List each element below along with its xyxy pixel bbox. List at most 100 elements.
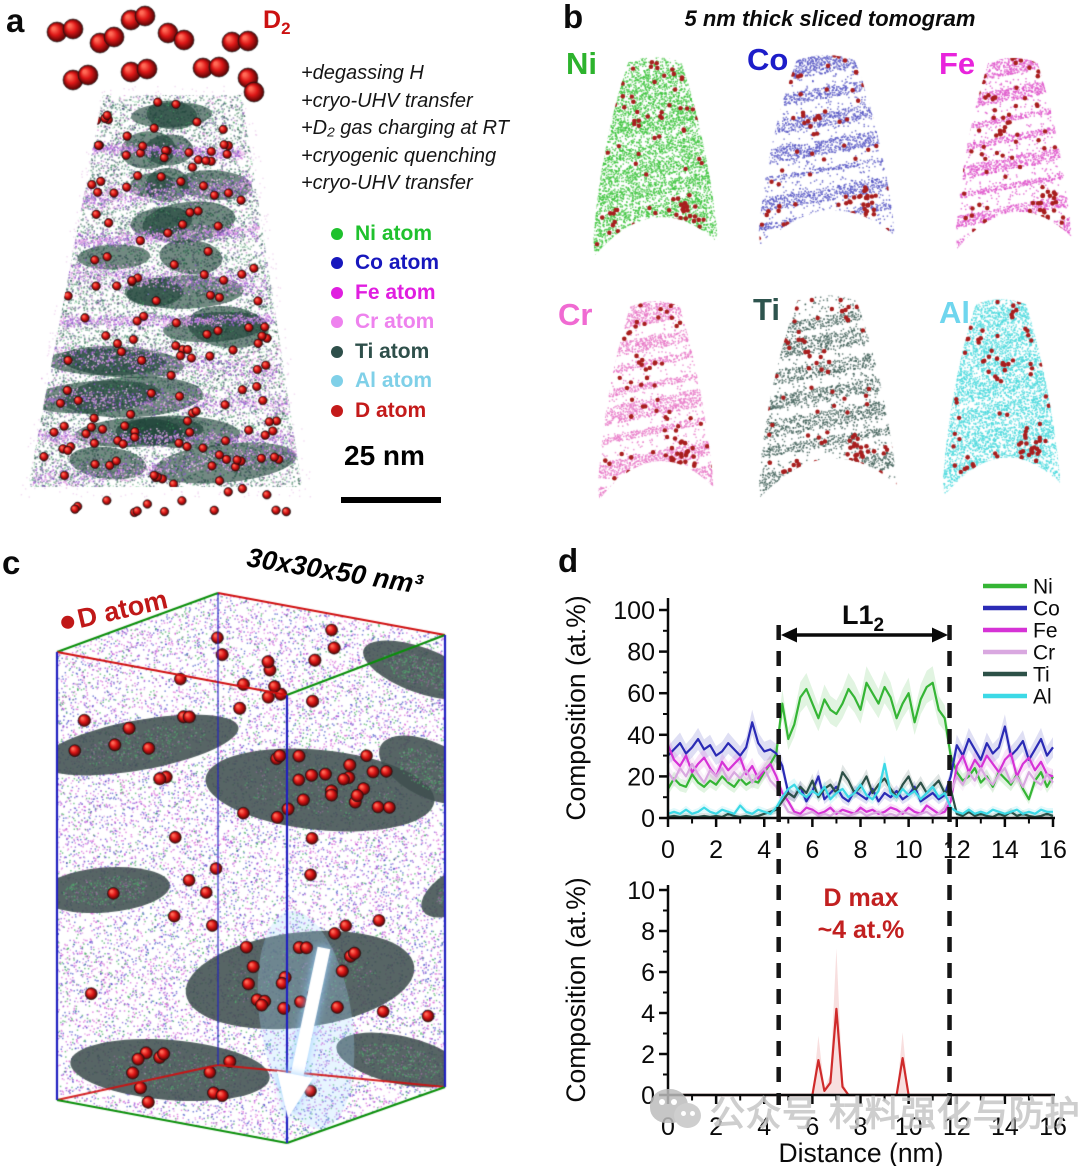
d2-gas-label: D2 bbox=[263, 6, 291, 39]
atom-legend-item: Al atom bbox=[331, 367, 439, 397]
3d-analysis-volume bbox=[0, 540, 555, 1166]
atom-legend-dot-icon bbox=[331, 375, 343, 388]
svg-text:0: 0 bbox=[661, 836, 675, 864]
atom-legend-dot-icon bbox=[331, 257, 343, 270]
tomogram-slice-ti bbox=[753, 290, 901, 506]
series-line-Fe bbox=[666, 744, 1054, 815]
svg-text:10: 10 bbox=[895, 1113, 923, 1141]
d2-gas-label-text: D bbox=[263, 6, 282, 34]
legend-label-Ti: Ti bbox=[1033, 664, 1050, 687]
d2-gas-label-sub: 2 bbox=[281, 19, 291, 38]
legend-label-Fe: Fe bbox=[1033, 620, 1058, 643]
d-max-annotation: ~4 at.% bbox=[818, 916, 905, 944]
bottom-chart-ylabel: Composition (at.%) bbox=[561, 877, 591, 1102]
atom-legend-label: Al atom bbox=[355, 369, 433, 393]
top-chart-ylabel: Composition (at.%) bbox=[561, 595, 591, 820]
svg-text:6: 6 bbox=[805, 836, 819, 864]
series-line-Co bbox=[667, 721, 1054, 803]
svg-text:0: 0 bbox=[661, 1113, 675, 1141]
series-line-Al bbox=[667, 762, 1053, 815]
scale-bar-line bbox=[341, 497, 441, 503]
panel-b-title: 5 nm thick sliced tomogram bbox=[684, 6, 976, 31]
map-label-cr: Cr bbox=[558, 297, 593, 332]
svg-text:4: 4 bbox=[757, 1113, 771, 1141]
series-band-Fe bbox=[668, 734, 1053, 818]
series-band-Co bbox=[668, 709, 1053, 807]
tomogram-slice-fe bbox=[951, 53, 1075, 257]
panel-a-label: a bbox=[6, 2, 25, 39]
legend-label-Co: Co bbox=[1033, 598, 1060, 621]
svg-text:16: 16 bbox=[1039, 836, 1067, 864]
svg-text:40: 40 bbox=[627, 722, 655, 750]
series-band-D bbox=[668, 948, 1053, 1095]
scale-bar-label: 25 nm bbox=[344, 440, 425, 471]
apt-needle-reconstruction bbox=[0, 0, 555, 540]
atom-legend-label: Cr atom bbox=[355, 310, 435, 334]
panel-b-label: b bbox=[563, 0, 584, 35]
map-label-al: Al bbox=[939, 295, 970, 330]
svg-text:12: 12 bbox=[943, 836, 971, 864]
process-step: +D₂ gas charging at RT bbox=[301, 117, 509, 139]
tomogram-slice-co bbox=[753, 50, 899, 256]
series-line-Cr bbox=[667, 762, 1054, 817]
svg-text:4: 4 bbox=[641, 1000, 655, 1028]
atom-legend: Ni atom Co atom Fe atom Cr atom Ti atom Al at… bbox=[331, 219, 439, 426]
map-label-ni: Ni bbox=[566, 46, 597, 81]
process-step: +cryo-UHV transfer bbox=[301, 89, 473, 112]
d-atom-dot-icon bbox=[59, 614, 76, 631]
map-label-ti: Ti bbox=[753, 292, 780, 327]
process-step: +cryo-UHV transfer bbox=[301, 172, 473, 194]
atom-legend-dot-icon bbox=[331, 227, 343, 240]
svg-text:2: 2 bbox=[709, 1113, 723, 1141]
atom-legend-label: Ni atom bbox=[355, 221, 433, 245]
map-label-fe: Fe bbox=[939, 46, 976, 81]
map-label-co: Co bbox=[747, 42, 789, 77]
atom-legend-dot-icon bbox=[331, 286, 343, 299]
svg-text:8: 8 bbox=[854, 1113, 868, 1141]
legend-label-Ni: Ni bbox=[1033, 576, 1053, 599]
svg-text:6: 6 bbox=[805, 1113, 819, 1141]
atom-legend-item: Co atom bbox=[331, 249, 439, 279]
bottom-chart-xlabel: Distance (nm) bbox=[779, 1138, 944, 1166]
svg-text:2: 2 bbox=[709, 836, 723, 864]
atom-legend-label: D atom bbox=[355, 398, 427, 422]
atom-legend-item: Ni atom bbox=[331, 219, 439, 249]
svg-text:6: 6 bbox=[641, 959, 655, 987]
tomogram-slice-al bbox=[938, 294, 1064, 504]
legend-label-Al: Al bbox=[1033, 686, 1052, 709]
svg-text:14: 14 bbox=[991, 1113, 1019, 1141]
tomogram-slice-ni bbox=[588, 52, 722, 264]
svg-text:8: 8 bbox=[854, 836, 868, 864]
atom-legend-label: Ti atom bbox=[355, 339, 430, 363]
svg-text:0: 0 bbox=[641, 1082, 655, 1110]
atom-legend-item: Fe atom bbox=[331, 278, 439, 308]
process-step: +degassing H bbox=[301, 62, 424, 84]
tomogram-slice-cr bbox=[593, 296, 717, 508]
atom-legend-item: D atom bbox=[331, 396, 439, 426]
atom-legend-dot-icon bbox=[331, 404, 343, 417]
svg-text:14: 14 bbox=[991, 836, 1019, 864]
atom-legend-label: Fe atom bbox=[355, 280, 436, 304]
process-step: +cryogenic quenching bbox=[301, 144, 497, 167]
svg-text:16: 16 bbox=[1039, 1113, 1067, 1141]
d-max-annotation: D max bbox=[823, 884, 898, 912]
panel-c-label: c bbox=[2, 544, 21, 581]
atom-legend-dot-icon bbox=[331, 316, 343, 329]
atom-legend-item: Ti atom bbox=[331, 337, 439, 367]
atom-legend-dot-icon bbox=[331, 345, 343, 358]
svg-text:0: 0 bbox=[641, 805, 655, 833]
svg-text:60: 60 bbox=[627, 680, 655, 708]
svg-text:10: 10 bbox=[627, 877, 655, 905]
svg-text:100: 100 bbox=[613, 597, 655, 625]
svg-text:4: 4 bbox=[757, 836, 771, 864]
l12-region-label: L12 bbox=[842, 600, 884, 636]
legend-label-Cr: Cr bbox=[1033, 642, 1055, 665]
atom-legend-item: Cr atom bbox=[331, 308, 439, 338]
svg-text:8: 8 bbox=[641, 918, 655, 946]
atom-legend-label: Co atom bbox=[355, 251, 439, 275]
process-steps: +degassing H +cryo-UHV transfer +D₂ gas ch… bbox=[301, 60, 509, 198]
panel-d-label: d bbox=[558, 542, 579, 579]
svg-text:2: 2 bbox=[641, 1041, 655, 1069]
